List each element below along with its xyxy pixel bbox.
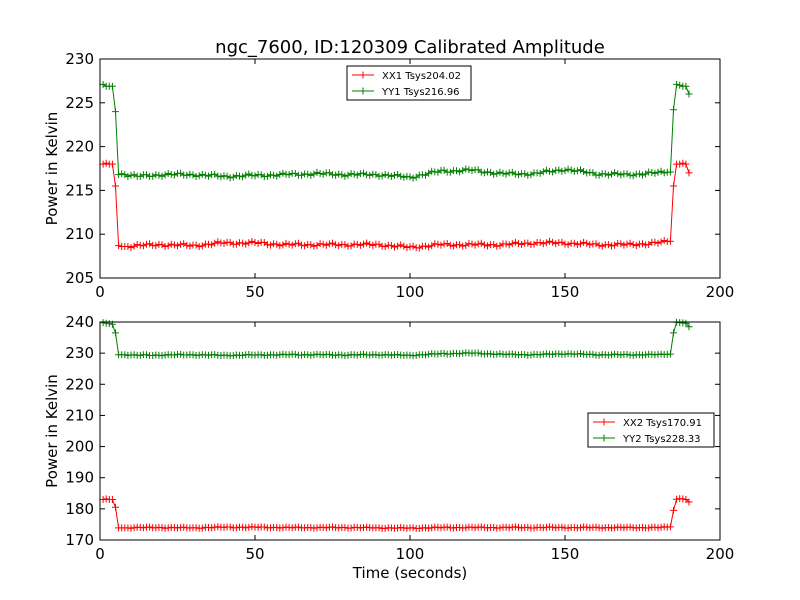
y-tick-label: 225	[65, 94, 94, 112]
y-tick-label: 215	[65, 181, 94, 199]
legend-marker	[600, 434, 608, 442]
y-tick-label: 210	[65, 406, 94, 424]
x-tick-label: 50	[245, 283, 264, 301]
y-tick-label: 240	[65, 313, 94, 331]
legend-marker	[359, 71, 367, 79]
series-markers-xx2	[99, 495, 693, 532]
y-tick-label: 220	[65, 138, 94, 156]
legend: XX1 Tsys204.02 YY1 Tsys216.96	[346, 65, 472, 101]
series-markers-yy2	[99, 318, 693, 360]
legend: XX2 Tsys170.91 YY2 Tsys228.33	[587, 412, 715, 448]
y-tick-label: 170	[65, 531, 94, 549]
y-tick-label: 220	[65, 375, 94, 393]
legend-marker	[600, 418, 608, 426]
x-tick-label: 0	[95, 545, 105, 563]
x-axis-label: Time (seconds)	[352, 564, 468, 582]
x-tick-label: 200	[706, 545, 735, 563]
bottom-plot: 0 50 100 150 200 170 180 190 200 210 220 230 240 Powe…	[43, 313, 734, 563]
x-tick-label: 200	[706, 283, 735, 301]
x-tick-label: 0	[95, 283, 105, 301]
y-tick-label: 190	[65, 469, 94, 487]
y-tick-label: 180	[65, 500, 94, 518]
y-axis-label: Power in Kelvin	[43, 374, 61, 488]
x-tick-label: 150	[551, 283, 580, 301]
y-tick-label: 200	[65, 438, 94, 456]
legend-box	[587, 412, 715, 448]
top-plot: 0 50 100 150 200 205 210 215 220 225 230 Power in K…	[43, 50, 734, 301]
series-markers-xx1	[99, 159, 693, 252]
y-tick-label: 230	[65, 50, 94, 68]
chart-title: ngc_7600, ID:120309 Calibrated Amplitude	[215, 37, 605, 58]
x-tick-label: 100	[396, 545, 425, 563]
series-markers-yy1	[99, 80, 693, 182]
x-tick-label: 150	[551, 545, 580, 563]
y-axis-label: Power in Kelvin	[43, 112, 61, 226]
x-tick-label: 100	[396, 283, 425, 301]
y-tick-label: 205	[65, 269, 94, 287]
y-tick-label: 230	[65, 344, 94, 362]
legend-entry-label: XX2 Tsys170.91	[623, 418, 702, 429]
legend-entry-label: YY1 Tsys216.96	[381, 87, 460, 98]
x-tick-label: 50	[245, 545, 264, 563]
legend-entry-label: YY2 Tsys228.33	[622, 434, 701, 445]
legend-box	[346, 65, 472, 101]
y-tick-label: 210	[65, 225, 94, 243]
legend-marker	[359, 87, 367, 95]
legend-entry-label: XX1 Tsys204.02	[382, 71, 461, 82]
